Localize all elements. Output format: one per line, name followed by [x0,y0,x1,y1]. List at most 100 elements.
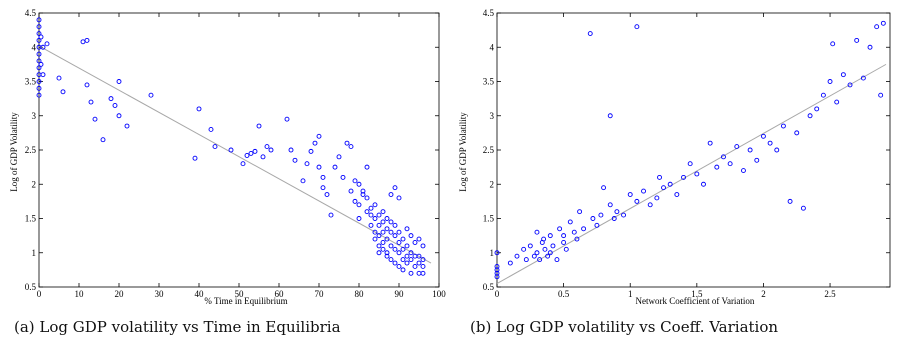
data-point [388,192,394,197]
plot-frame [38,12,440,288]
data-point [388,243,394,249]
data-point [747,147,753,153]
data-point [774,147,780,153]
y-axis-label-a: Log of GDP Volatility [9,112,19,192]
x-tick-label: 1.5 [691,289,703,299]
data-point [88,99,94,105]
data-point [561,240,567,245]
x-tick-label: 60 [275,289,285,299]
data-point [404,243,410,249]
data-point [368,222,374,228]
data-point [537,257,543,263]
data-point [614,209,620,215]
data-point [627,192,633,197]
data-point [408,270,414,276]
data-point [550,243,556,249]
data-points-b [494,20,886,280]
data-point [827,79,833,84]
data-point [542,246,548,252]
data-point [60,89,66,95]
data-point [754,157,760,163]
data-point [376,243,382,249]
data-point [112,103,118,108]
data-point [44,41,50,47]
data-point [384,250,390,256]
data-point [344,140,350,146]
x-tick-label: 0 [37,289,42,299]
y-tick-label: 3.5 [483,77,495,87]
data-point [384,253,390,259]
data-point [867,44,873,50]
data-point [384,236,390,242]
data-point [248,150,254,156]
data-point [494,267,500,273]
data-point [420,270,426,276]
data-point [581,226,587,232]
data-point [324,192,330,197]
data-point [332,164,338,170]
data-point [400,246,406,252]
x-tick-label: 10 [75,289,85,299]
data-point [92,116,98,122]
axes-b [496,12,891,288]
data-point [547,233,553,239]
y-tick-label: 2 [490,179,495,189]
data-point [396,195,402,201]
x-axis-label-a: % Time in Equilibrium [204,296,287,306]
data-point [268,147,274,153]
y-tick-label: 3 [490,111,495,121]
data-point [577,209,583,215]
data-point [860,75,866,81]
data-point [598,212,604,218]
data-point [80,39,86,45]
data-point [392,222,398,228]
data-point [420,257,426,263]
data-point [654,195,660,201]
data-point [38,61,44,67]
data-point [372,202,378,208]
data-point [116,79,122,84]
data-point [36,58,42,64]
data-point [412,264,418,269]
x-tick-label: 90 [395,289,405,299]
data-point [641,188,646,194]
data-point [780,123,786,129]
data-point [364,164,370,170]
y-tick-label: 0.5 [25,282,37,292]
x-tick-label: 80 [355,289,365,299]
data-point [372,229,378,235]
data-point [376,222,382,228]
data-point [384,226,390,232]
data-point [116,113,122,119]
regression-line-a [38,45,432,264]
data-point [416,236,422,242]
data-point [527,243,533,249]
data-point [601,185,607,191]
y-tick-label: 4 [490,42,495,52]
data-point [657,174,662,180]
data-point [40,72,46,78]
data-point [192,155,198,161]
data-point [360,188,366,194]
data-point [834,99,840,105]
data-point [820,92,826,98]
x-tick-label: 50 [235,289,245,299]
y-tick-label: 4 [32,42,37,52]
data-point [404,253,410,259]
data-point [694,171,700,177]
y-tick-label: 4.5 [25,8,37,18]
data-point [800,205,806,211]
data-point [124,123,130,129]
scatter-plot-b: 0.511.522.533.544.50 0.5 1 1.5 2 2.5 Network … [458,8,891,306]
data-point [404,226,410,232]
data-point [364,195,370,201]
data-point [84,82,90,88]
y-tick-label: 1 [32,248,37,258]
x-tick-label: 0.5 [558,289,570,299]
x-axis-label-b: Network Coefficient of Variation [636,296,755,306]
data-point [36,51,42,57]
data-point [148,92,154,98]
y-tick-label: 0.5 [483,282,495,292]
data-point [611,216,617,221]
caption-b: (b) Log GDP volatility vs Coeff. Variati… [470,318,779,336]
